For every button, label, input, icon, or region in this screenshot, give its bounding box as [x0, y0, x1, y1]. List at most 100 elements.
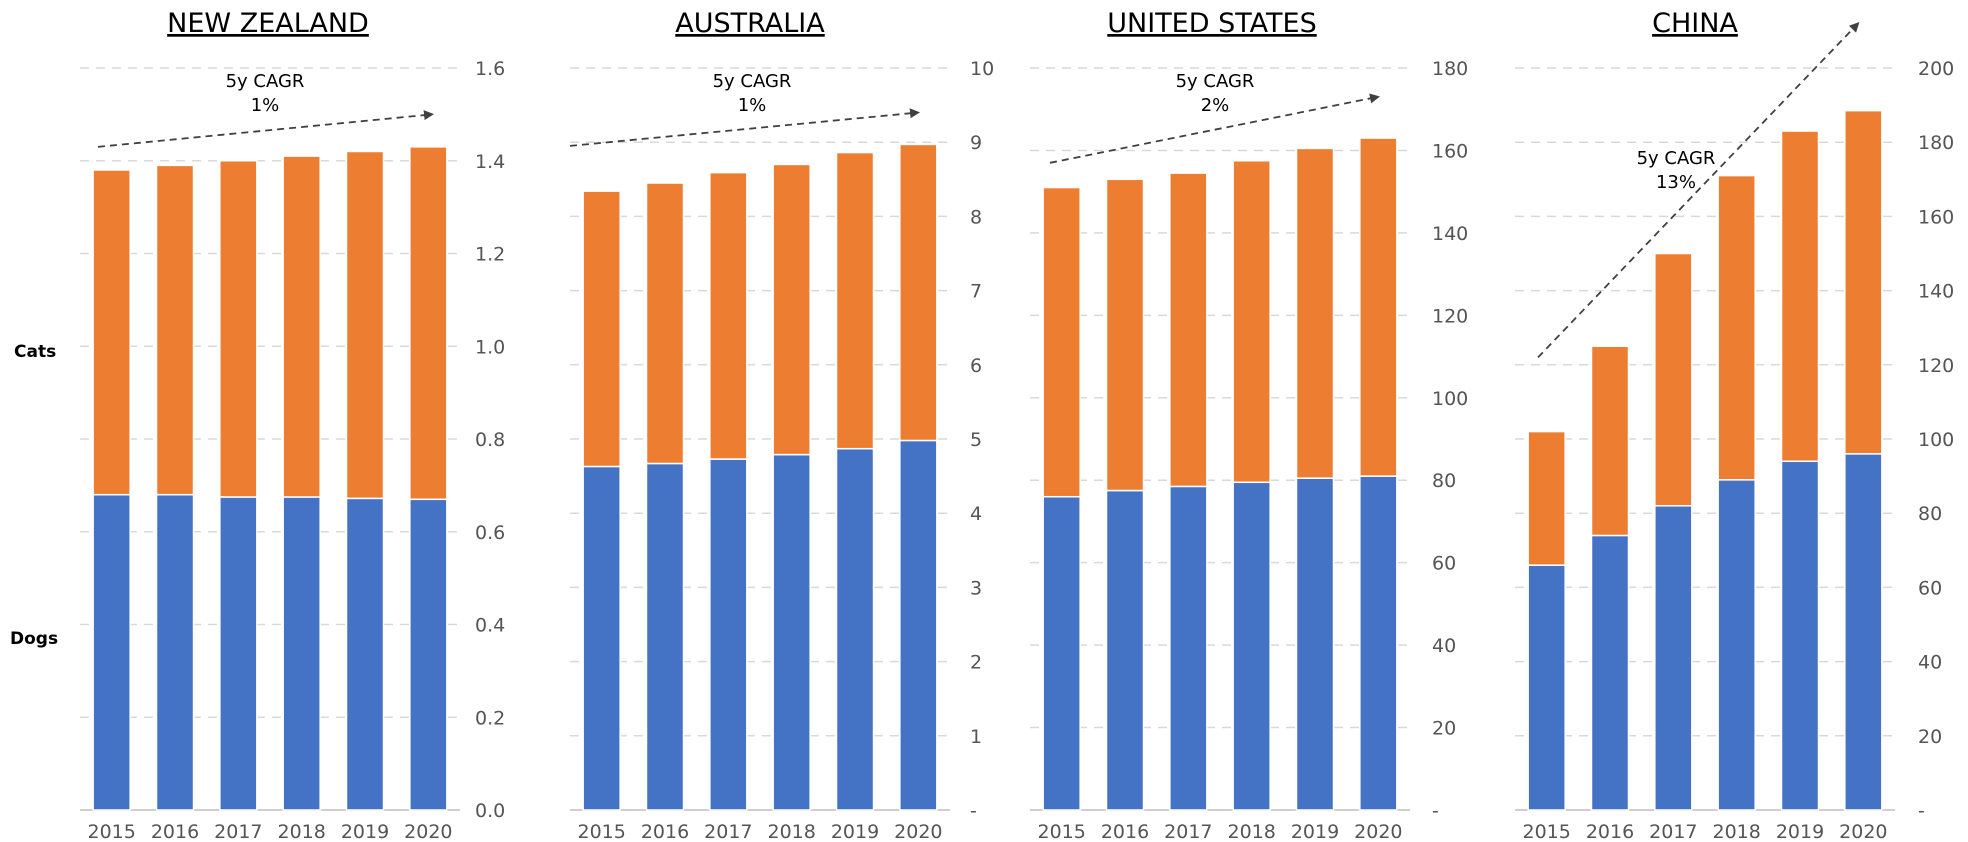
- bar-dogs-2017: [709, 458, 748, 811]
- panel-china: CHINA - 20 40 60 80 100 120 140 160 180 200 2015 2016…: [1515, 8, 1954, 842]
- bar-cats-2018: [282, 155, 321, 498]
- y-tick-label: 140: [1918, 281, 1954, 303]
- cagr-value: 1%: [738, 95, 767, 116]
- y-tick-label: 100: [1918, 429, 1954, 451]
- cagr-arrow: [1537, 22, 1860, 359]
- bar-dogs-2019: [1780, 460, 1820, 811]
- bar-cats-2020: [409, 146, 448, 501]
- y-tick-label: 100: [1432, 388, 1468, 410]
- bar-cats-2015: [1527, 430, 1566, 566]
- bar-dogs-2015: [1527, 564, 1566, 811]
- x-tick-label: 2018: [277, 821, 325, 842]
- bar-cats-2015: [92, 169, 131, 496]
- y-tick-label: 80: [1918, 503, 1942, 525]
- bar-dogs-2020: [1844, 453, 1883, 811]
- y-tick-label: 8: [970, 206, 982, 228]
- x-tick-label: 2016: [151, 821, 199, 842]
- side-label-dogs: Dogs: [10, 629, 58, 649]
- x-tick-label: 2020: [1354, 821, 1402, 842]
- x-tick-label: 2016: [641, 821, 689, 842]
- x-tick-label: 2019: [341, 821, 389, 842]
- bar-cats-2020: [1359, 137, 1398, 477]
- bar-dogs-2018: [282, 496, 321, 811]
- panel-title: UNITED STATES: [1107, 8, 1316, 39]
- x-tick-label: 2017: [704, 821, 752, 842]
- y-tick-label: 1.4: [475, 151, 505, 173]
- bar-dogs-2019: [835, 447, 875, 811]
- panel-australia: AUSTRALIA - 1 2 3 4 5 6 7 8 9 10 2015 2016 2017 2018 201…: [569, 8, 994, 842]
- panel-new-zealand: NEW ZEALAND 0.0 0.2 0.4 0.6 0.8 1.0 1.2 1.4 1.6 20…: [80, 8, 505, 842]
- x-tick-label: 2016: [1101, 821, 1149, 842]
- y-tick-label: 80: [1432, 470, 1456, 492]
- cagr-arrow: [569, 108, 920, 147]
- panel-title: NEW ZEALAND: [167, 8, 369, 39]
- y-tick-label: 10: [970, 58, 994, 80]
- y-tick-label: -: [970, 800, 977, 822]
- cagr-label: 5y CAGR: [226, 71, 305, 92]
- x-tick-label: 2015: [577, 821, 625, 842]
- x-tick-label: 2019: [1291, 821, 1339, 842]
- y-tick-label: 6: [970, 355, 982, 377]
- bar-dogs-2016: [1590, 534, 1630, 811]
- cagr-arrow: [97, 110, 434, 148]
- chart-panels: NEW ZEALAND 0.0 0.2 0.4 0.6 0.8 1.0 1.2 1.4 1.6 20…: [80, 8, 1954, 842]
- bar-cats-2019: [1295, 147, 1335, 479]
- x-tick-label: 2017: [1649, 821, 1697, 842]
- cagr-value: 2%: [1201, 95, 1230, 116]
- x-tick-label: 2017: [214, 821, 262, 842]
- x-tick-label: 2015: [1037, 821, 1085, 842]
- cagr-value: 13%: [1656, 172, 1696, 193]
- bar-dogs-2020: [899, 439, 938, 811]
- bar-dogs-2015: [582, 465, 621, 811]
- panel-united-states: UNITED STATES - 20 40 60 80 100 120 140 160 180 201…: [1030, 8, 1468, 842]
- y-tick-label: 0.8: [475, 429, 505, 451]
- x-tick-label: 2018: [1227, 821, 1275, 842]
- y-tick-label: 180: [1918, 132, 1954, 154]
- x-tick-label: 2018: [1712, 821, 1760, 842]
- y-tick-label: 60: [1432, 553, 1456, 575]
- y-tick-label: -: [1918, 800, 1925, 822]
- y-tick-label: 160: [1432, 140, 1468, 162]
- cagr-label: 5y CAGR: [1637, 148, 1716, 169]
- y-tick-label: 1.0: [475, 336, 505, 358]
- bar-cats-2019: [1780, 130, 1820, 463]
- bar-dogs-2019: [345, 497, 385, 811]
- bar-dogs-2015: [92, 493, 131, 811]
- bar-cats-2016: [1590, 345, 1630, 537]
- bar-cats-2019: [835, 151, 875, 450]
- cagr-label: 5y CAGR: [1176, 71, 1255, 92]
- side-label-cats: Cats: [14, 342, 56, 362]
- y-tick-label: 0.0: [475, 800, 505, 822]
- bar-dogs-2018: [1717, 479, 1756, 811]
- bar-cats-2016: [155, 164, 195, 496]
- bar-dogs-2016: [645, 462, 685, 811]
- bar-dogs-2016: [1105, 489, 1145, 811]
- bar-dogs-2020: [409, 498, 448, 811]
- cagr-label: 5y CAGR: [713, 71, 792, 92]
- bar-cats-2015: [582, 190, 621, 468]
- y-tick-label: 3: [970, 577, 982, 599]
- bar-dogs-2018: [1232, 481, 1271, 811]
- x-tick-label: 2015: [87, 821, 135, 842]
- y-tick-label: 180: [1432, 58, 1468, 80]
- bar-cats-2016: [1105, 178, 1145, 492]
- x-tick-label: 2017: [1164, 821, 1212, 842]
- y-tick-label: 160: [1918, 206, 1954, 228]
- bar-cats-2019: [345, 150, 385, 500]
- x-tick-label: 2020: [894, 821, 942, 842]
- cagr-value: 1%: [251, 95, 280, 116]
- y-tick-label: -: [1432, 800, 1439, 822]
- cagr-arrow: [1049, 93, 1380, 164]
- x-tick-label: 2020: [404, 821, 452, 842]
- bar-cats-2018: [1717, 174, 1756, 481]
- y-tick-label: 0.2: [475, 707, 505, 729]
- bar-cats-2017: [1654, 252, 1693, 507]
- bar-dogs-2019: [1295, 477, 1335, 811]
- bar-dogs-2018: [772, 453, 811, 811]
- x-tick-label: 2019: [1776, 821, 1824, 842]
- x-tick-label: 2018: [767, 821, 815, 842]
- y-tick-label: 7: [970, 281, 982, 303]
- bar-cats-2015: [1042, 186, 1081, 498]
- bar-cats-2017: [1169, 172, 1208, 488]
